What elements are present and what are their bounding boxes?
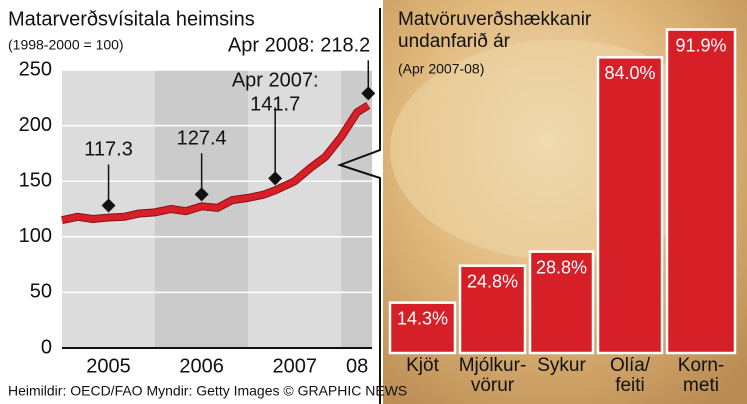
- value-label: 84.0%: [604, 63, 655, 83]
- chart-title: Matarverðsvísitala heimsins: [8, 8, 255, 30]
- x-tick-label: 2005: [86, 355, 131, 377]
- value-label: 24.8%: [467, 271, 518, 291]
- value-label: 28.8%: [536, 257, 587, 277]
- value-label: 14.3%: [397, 308, 448, 328]
- y-tick-label: 150: [19, 169, 52, 191]
- y-tick-label: 250: [19, 58, 52, 80]
- category-label: Kjöt: [388, 356, 458, 376]
- category-label: Olía/ feiti: [595, 356, 665, 396]
- annotation: 127.4: [177, 128, 227, 150]
- source: Heimildir: OECD/FAO Myndir: Getty Images…: [8, 383, 407, 399]
- category-label: Mjólkur- vörur: [458, 356, 528, 396]
- value-label: 91.9%: [675, 35, 726, 55]
- chart: Matarverðsvísitala heimsins (1998-2000 =…: [0, 0, 747, 404]
- y-tick-label: 0: [41, 336, 52, 358]
- x-tick-label: 2007: [272, 355, 317, 377]
- y-tick-label: 50: [30, 281, 52, 303]
- annotation: Apr 2008: 218.2: [228, 35, 370, 57]
- y-tick-label: 100: [19, 225, 52, 247]
- category-label: Korn- meti: [666, 356, 736, 396]
- bar: [598, 57, 662, 353]
- infographic: Matarverðsvísitala heimsins (1998-2000 =…: [0, 0, 747, 404]
- bar: [667, 30, 735, 353]
- chart-subtitle: (Apr 2007-08): [398, 61, 484, 77]
- x-tick-label: 08: [346, 355, 368, 377]
- x-tick-label: 2006: [179, 355, 224, 377]
- annotation: 117.3: [84, 139, 133, 161]
- chart-subtitle: (1998-2000 = 100): [8, 37, 124, 53]
- category-label: Sykur: [527, 356, 597, 376]
- y-tick-label: 200: [19, 114, 52, 136]
